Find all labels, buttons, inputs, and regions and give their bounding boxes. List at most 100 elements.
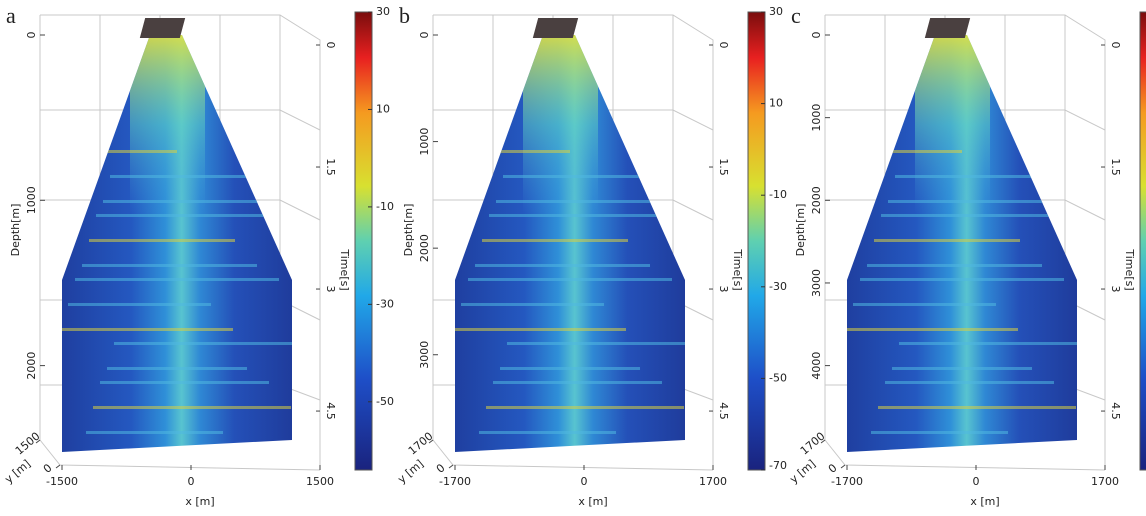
colorbar-tick-label: -10 — [769, 188, 787, 201]
image-streak — [871, 431, 1008, 434]
y-tick-label: 3000 — [810, 269, 823, 297]
image-streak — [86, 431, 223, 434]
image-streak — [503, 175, 652, 178]
image-texture — [847, 35, 1077, 434]
image-streak — [89, 239, 235, 242]
y-tick-label: 0 — [25, 32, 38, 39]
y-tick-label: 2000 — [418, 234, 431, 262]
image-streak — [62, 150, 177, 153]
colorbar-tick-label: 10 — [769, 97, 783, 110]
colorbar-tick-label: -70 — [769, 459, 787, 472]
y2-tick-label: 4.5 — [1109, 402, 1122, 420]
colorbar-tick-label: -50 — [376, 395, 394, 408]
z-tick-label: 1700 — [798, 430, 828, 458]
y-tick-label: 4000 — [810, 352, 823, 380]
image-glow — [130, 35, 205, 215]
image-streak — [82, 264, 257, 267]
image-streak — [899, 342, 1077, 345]
image-fan — [455, 35, 685, 452]
y2-tick-label: 4.5 — [717, 402, 730, 420]
y-axis-label: Depth[m] — [794, 204, 807, 257]
y-tick-label: 3000 — [418, 341, 431, 369]
z-tick-label: 0 — [41, 461, 55, 475]
image-streak — [888, 200, 1066, 203]
image-streak — [114, 342, 292, 345]
x-tick-label: -1700 — [831, 475, 863, 488]
image-texture — [62, 35, 292, 434]
colorbar — [747, 11, 766, 471]
panel-label: a — [6, 3, 16, 28]
colorbar-tick-label: -30 — [769, 280, 787, 293]
y-tick-label: 1000 — [418, 128, 431, 156]
z-axis-label: y [m] — [395, 457, 426, 486]
y2-tick-label: 4.5 — [324, 402, 337, 420]
x-tick-label: 0 — [188, 475, 195, 488]
z-tick — [840, 464, 846, 469]
y-axis-label: Depth[m] — [402, 204, 415, 257]
y-tick-label: 1000 — [25, 186, 38, 214]
y2-tick-label: 3 — [717, 286, 730, 293]
image-streak — [455, 328, 626, 331]
image-streak — [500, 367, 640, 370]
image-streak — [75, 278, 279, 281]
image-streak — [96, 214, 292, 217]
y2-tick-label: 0 — [717, 42, 730, 49]
rig — [532, 18, 579, 38]
y2-axis-label: Time[s] — [338, 248, 351, 290]
panel: b0100020003000Depth[m]01.534.5Time[s]-17… — [395, 3, 787, 508]
image-streak — [860, 278, 1064, 281]
x-tick-label: -1700 — [439, 475, 471, 488]
y2-axis-label: Time[s] — [731, 248, 744, 290]
z-tick-label: 0 — [434, 461, 448, 475]
image-streak — [479, 431, 616, 434]
z-tick-label: 1500 — [13, 430, 43, 458]
image-streak — [496, 200, 674, 203]
image-streak — [892, 367, 1032, 370]
x-axis-label: x [m] — [970, 495, 999, 508]
colorbar-tick-label: 30 — [769, 5, 783, 18]
panel-label: c — [791, 3, 801, 28]
colorbar-tick-label: -50 — [769, 371, 787, 384]
image-streak — [103, 200, 281, 203]
image-streak — [461, 303, 604, 306]
colorbar-tick-label: 10 — [376, 102, 390, 115]
panel: c 0 1000 2000 3000 4000 Depth[m] 0 1.5 3 4.5 Time[s… — [787, 3, 1146, 508]
y-tick-label: 2000 — [810, 186, 823, 214]
image-streak — [486, 406, 684, 409]
y-tick-label: 0 — [810, 32, 823, 39]
image-streak — [110, 175, 259, 178]
image-streak — [878, 406, 1076, 409]
image-streak — [493, 381, 662, 384]
image-streak — [489, 214, 685, 217]
z-tick — [448, 464, 454, 469]
image-streak — [107, 367, 247, 370]
image-streak — [100, 381, 269, 384]
y2-tick-label: 3 — [324, 286, 337, 293]
y-tick-label: 2000 — [25, 352, 38, 380]
y2-tick-label: 1.5 — [1109, 158, 1122, 176]
y2-tick-label: 0 — [324, 42, 337, 49]
image-streak — [482, 239, 628, 242]
image-streak — [507, 342, 685, 345]
y-tick-label: 1000 — [810, 104, 823, 132]
x-tick-label: 1700 — [1091, 475, 1119, 488]
colorbar-tick-label: -10 — [376, 200, 394, 213]
image-streak — [874, 239, 1020, 242]
image-glow — [523, 35, 598, 215]
image-streak — [847, 150, 962, 153]
y2-tick-label: 3 — [1109, 286, 1122, 293]
z-axis-label: y [m] — [2, 457, 33, 486]
image-streak — [881, 214, 1077, 217]
y-tick-label: 0 — [418, 32, 431, 39]
z-tick-label: 0 — [826, 461, 840, 475]
y2-tick-label: 1.5 — [717, 158, 730, 176]
x-axis-label: x [m] — [185, 495, 214, 508]
y2-tick-label: 1.5 — [324, 158, 337, 176]
image-streak — [885, 381, 1054, 384]
z-tick-label: 1700 — [406, 430, 436, 458]
x-tick-label: 0 — [581, 475, 588, 488]
image-streak — [455, 150, 570, 153]
x-tick-label: 1500 — [306, 475, 334, 488]
